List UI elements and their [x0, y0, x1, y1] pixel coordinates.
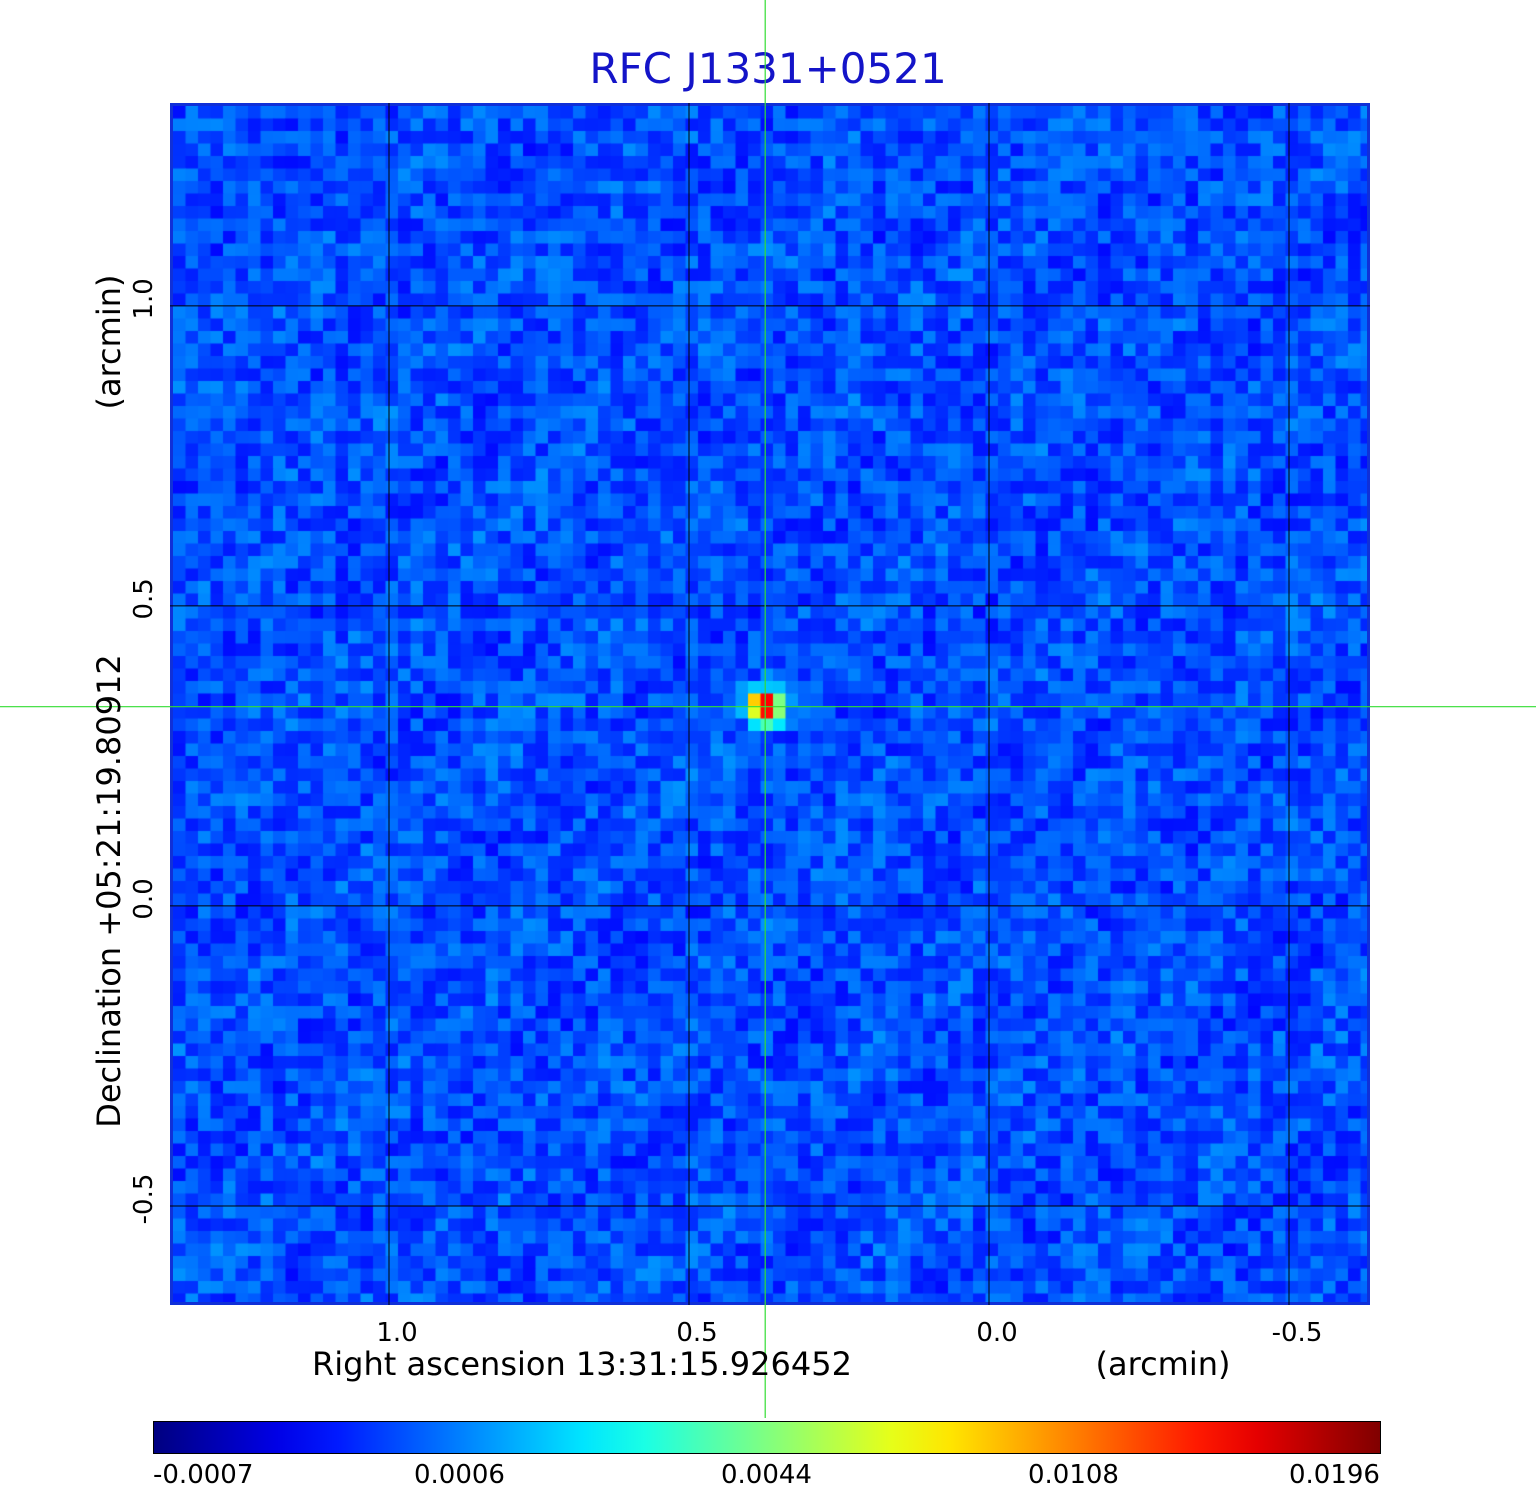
y-axis-unit: (arcmin): [90, 275, 128, 410]
y-tick-label: 0.5: [129, 578, 159, 619]
x-tick-labels: 1.0 0.5 0.0 -0.5: [376, 1318, 1322, 1348]
x-tick-label: 1.0: [376, 1318, 417, 1348]
colorbar: [153, 1421, 1381, 1454]
y-tick-label: 1.0: [129, 278, 159, 319]
plot-frame: [170, 103, 1370, 1305]
x-tick-label: 0.5: [676, 1318, 717, 1348]
y-tick-labels: 1.0 0.5 0.0 -0.5: [129, 278, 159, 1224]
x-tick-label: -0.5: [1272, 1318, 1323, 1348]
x-axis-label: Right ascension 13:31:15.926452: [312, 1345, 852, 1383]
x-tick-label: 0.0: [976, 1318, 1017, 1348]
colorbar-tick-label: -0.0007: [153, 1460, 254, 1490]
x-axis-unit: (arcmin): [1096, 1345, 1231, 1383]
chart-title: RFC J1331+0521: [589, 44, 947, 93]
colorbar-tick-label: 0.0196: [1289, 1460, 1380, 1490]
y-tick-label: 0.0: [129, 878, 159, 919]
colorbar-tick-label: 0.0006: [414, 1460, 505, 1490]
colorbar-tick-label: 0.0108: [1028, 1460, 1119, 1490]
colorbar-tick-label: 0.0044: [721, 1460, 812, 1490]
y-tick-label: -0.5: [129, 1174, 159, 1225]
heatmap-image: [173, 106, 1367, 1302]
y-axis-label: Declination +05:21:19.80912: [90, 654, 128, 1128]
